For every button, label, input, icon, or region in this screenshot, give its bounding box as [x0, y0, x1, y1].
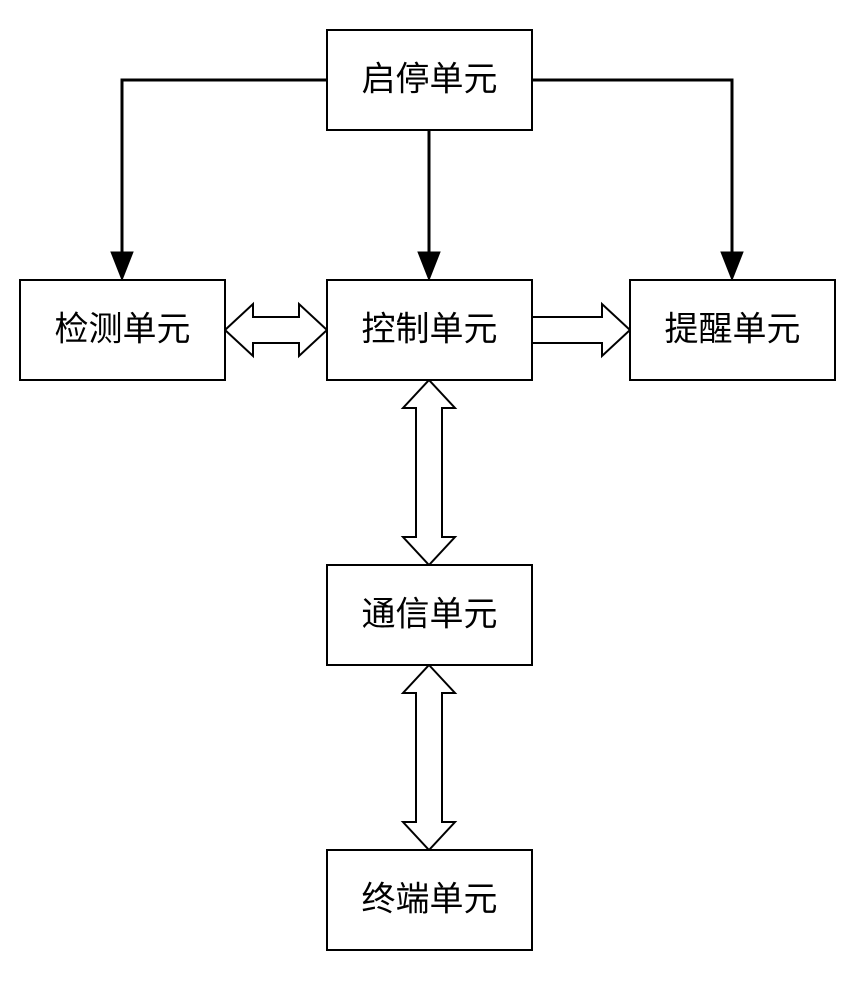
- arrow-line: [122, 80, 327, 252]
- block-arrow: [403, 665, 455, 850]
- arrow-head: [721, 252, 743, 280]
- block-arrow: [532, 304, 630, 356]
- node-terminal-label: 终端单元: [362, 881, 498, 919]
- node-control-label: 控制单元: [362, 311, 498, 349]
- diagram-canvas: 启停单元检测单元 控制单元 提醒单元通信单元终端单元: [0, 0, 855, 1000]
- node-detection-label: 检测单元: [55, 311, 191, 349]
- block-arrow: [225, 304, 327, 356]
- node-reminder-label: 提醒单元: [665, 311, 801, 349]
- arrow-head: [418, 252, 440, 280]
- node-communication-label: 通信单元: [362, 596, 498, 634]
- node-startstop-label: 启停单元: [362, 61, 498, 99]
- arrow-head: [111, 252, 133, 280]
- block-arrow: [403, 380, 455, 565]
- arrow-line: [532, 80, 732, 252]
